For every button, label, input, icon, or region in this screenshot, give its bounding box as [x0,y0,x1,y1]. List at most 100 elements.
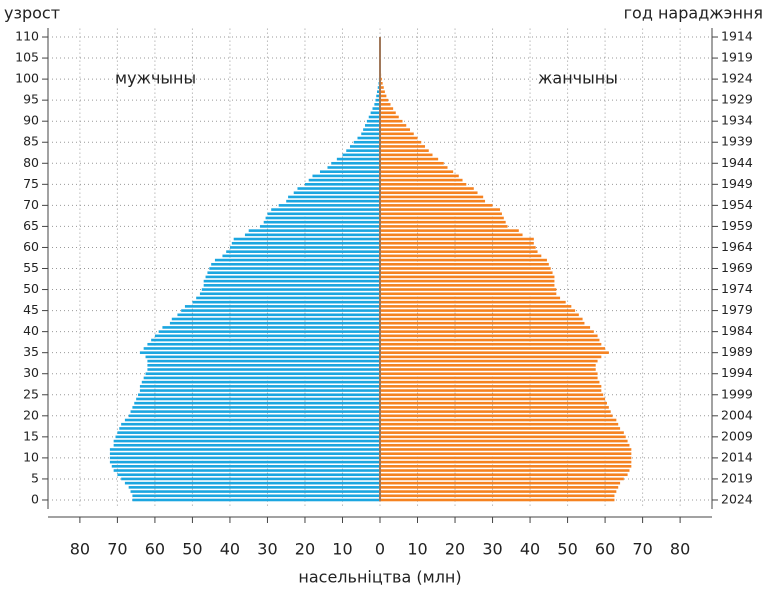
bar [138,393,380,397]
bar [380,372,598,376]
bar [117,473,381,477]
y2-tick-label: 1944 [721,155,753,170]
bar [205,275,380,279]
bar [376,90,380,94]
y2-tick-label: 1994 [721,365,753,380]
y-tick-label: 25 [23,386,39,401]
bar [380,317,583,321]
y-tick-label: 70 [23,197,39,212]
bar [380,486,619,489]
y2-tick-label: 1999 [721,386,753,401]
bar [211,262,380,266]
x-tick-label: 80 [670,540,690,559]
bar [380,376,598,380]
bar [380,448,632,451]
bar [154,334,380,338]
bar [196,296,380,300]
x-tick-label: 30 [482,540,502,559]
bar [288,195,380,199]
bar [380,397,606,401]
y2-tick-label: 2024 [721,491,753,506]
bar [109,448,380,451]
bar [297,187,380,190]
legend-label: жанчыны [538,69,618,88]
bar [184,305,380,308]
bar [380,313,579,317]
bar [380,330,594,333]
y-tick-label: 50 [23,281,39,296]
bar [380,321,585,325]
y2-tick-label: 1914 [721,29,753,44]
bar [119,427,381,430]
bar [380,389,602,392]
bar [304,183,380,186]
bar [132,498,380,502]
bar [130,410,380,413]
bar [380,208,501,211]
y2-tick-label: 2004 [721,407,753,422]
x-tick-label: 0 [375,540,385,559]
bar [139,385,380,388]
y2-tick-label: 2014 [721,449,753,464]
bar [380,385,602,388]
bar [372,107,380,110]
x-tick-label: 70 [632,540,652,559]
bar [199,292,380,296]
bar [145,355,380,359]
y2-tick-label: 1969 [721,260,753,275]
bar [214,258,380,262]
bar [331,161,380,165]
bar [349,145,380,148]
bar [380,262,549,266]
bar [380,250,538,253]
x-tick-label: 60 [145,540,165,559]
y-tick-label: 65 [23,218,39,233]
bar [192,300,380,304]
x-tick-label: 20 [445,540,465,559]
bar [380,153,433,157]
bar [380,246,536,249]
bar [121,422,381,426]
bar [353,140,380,144]
x-tick-label: 10 [407,540,427,559]
y-tick-label: 0 [31,491,39,506]
bar [128,486,380,489]
bar [380,305,572,308]
bar [380,195,484,199]
bar [109,460,380,464]
bar [151,338,380,342]
bar [134,401,380,405]
x-tick-label: 20 [295,540,315,559]
y2-tick-label: 2009 [721,428,753,443]
bar [368,115,380,119]
bar [380,338,600,342]
y2-tick-label: 1984 [721,323,753,338]
y2-tick-label: 2019 [721,470,753,485]
bar [380,284,555,287]
bar [380,498,615,502]
bar [366,119,380,123]
bar [231,241,380,245]
bar [312,174,380,178]
bar [171,317,380,321]
bar [113,439,380,443]
y-tick-label: 110 [15,29,39,44]
bar [380,439,628,443]
bar [380,435,626,439]
bar [380,494,615,498]
bar [380,296,561,300]
x-axis-title: насельніцтва (млн) [298,568,461,587]
bar [380,342,602,346]
y-tick-label: 105 [15,50,39,65]
y-tick-label: 30 [23,365,39,380]
bar [139,351,380,354]
x-tick-label: 50 [557,540,577,559]
bar [201,288,380,291]
y-tick-label: 55 [23,260,39,275]
bar [380,241,534,245]
bar [145,372,380,376]
bar [380,456,632,460]
bar [380,368,596,371]
bar [346,149,380,152]
bar [380,178,463,182]
